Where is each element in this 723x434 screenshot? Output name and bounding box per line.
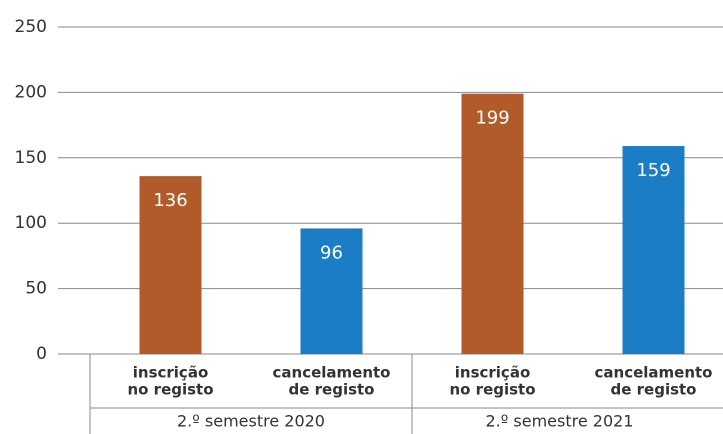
y-tick-label: 0 (36, 344, 47, 364)
y-tick-label: 100 (15, 213, 47, 233)
x-tick-label: cancelamento (595, 364, 713, 382)
y-tick-label: 150 (15, 148, 47, 168)
x-tick-label: de registo (289, 381, 375, 399)
y-tick-label: 50 (25, 279, 47, 299)
value-label: 96 (320, 242, 343, 263)
x-tick-label: no registo (449, 381, 535, 399)
bar (622, 146, 685, 354)
x-tick-label: inscrição (133, 364, 209, 382)
x-tick-label: cancelamento (273, 364, 391, 382)
y-tick-label: 250 (15, 17, 47, 37)
bar (300, 228, 363, 354)
x-tick-label: inscrição (455, 364, 531, 382)
x-tick-label: no registo (127, 381, 213, 399)
bar (139, 176, 202, 354)
value-label: 199 (475, 108, 509, 129)
value-label: 159 (636, 160, 670, 181)
group-label: 2.º semestre 2021 (486, 412, 634, 431)
y-tick-label: 200 (15, 82, 47, 102)
value-label: 136 (153, 190, 187, 211)
x-tick-label: de registo (611, 381, 697, 399)
bar (461, 93, 524, 354)
group-label: 2.º semestre 2020 (177, 412, 325, 431)
